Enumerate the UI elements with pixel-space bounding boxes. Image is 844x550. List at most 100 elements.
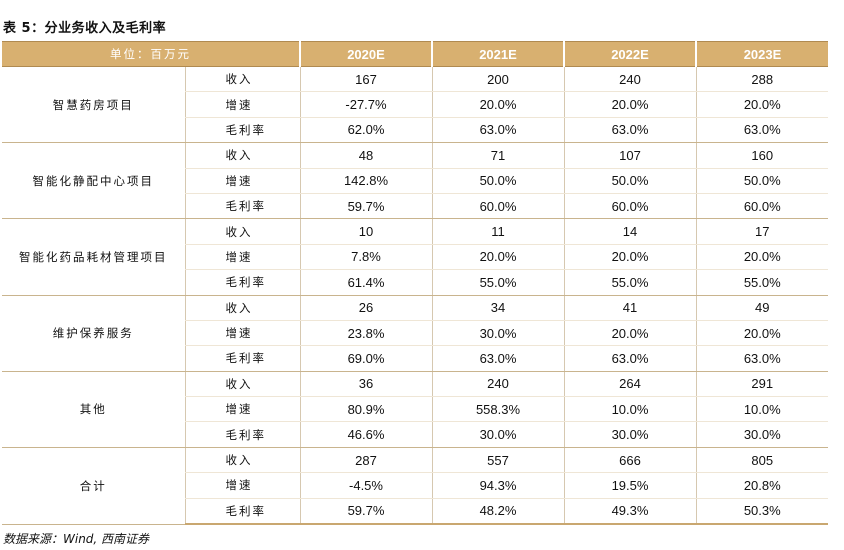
year-header: 2022E <box>563 41 696 67</box>
value-cell: 30.0% <box>563 421 696 448</box>
table-row: 智慧药房项目 收入 167 200 240 288 <box>2 66 828 144</box>
value-cell: 60.0% <box>695 193 828 220</box>
table-row: 毛利率 62.0% 63.0% 63.0% 63.0% <box>2 117 828 144</box>
metric-label: 收入 <box>184 142 300 169</box>
value-cell: 59.7% <box>299 498 432 526</box>
metric-label: 收入 <box>184 218 300 245</box>
table-row: 合计 收入 287 557 666 805 <box>2 447 828 525</box>
value-cell: 240 <box>431 371 564 398</box>
value-cell: 63.0% <box>563 345 696 372</box>
value-cell: 10 <box>299 218 432 245</box>
value-cell: 107 <box>563 142 696 169</box>
value-cell: 20.0% <box>431 91 564 118</box>
value-cell: 20.0% <box>563 244 696 271</box>
metric-label: 毛利率 <box>184 269 300 296</box>
table-row: 增速 23.8% 30.0% 20.0% 20.0% <box>2 320 828 347</box>
header-row: 单位：百万元 2020E 2021E 2022E 2023E <box>2 41 828 67</box>
value-cell: 48.2% <box>431 498 564 526</box>
value-cell: 48 <box>299 142 432 169</box>
value-cell: 61.4% <box>299 269 432 296</box>
value-cell: 20.0% <box>695 244 828 271</box>
metric-label: 增速 <box>184 168 300 194</box>
value-cell: 50.0% <box>695 168 828 194</box>
value-cell: 69.0% <box>299 345 432 372</box>
metric-label: 增速 <box>184 244 300 271</box>
value-cell: 60.0% <box>431 193 564 220</box>
value-cell: 10.0% <box>563 396 696 423</box>
value-cell: -4.5% <box>299 472 432 499</box>
value-cell: 55.0% <box>563 269 696 296</box>
value-cell: 62.0% <box>299 117 432 144</box>
unit-label: 单位：百万元 <box>2 41 300 67</box>
value-cell: 26 <box>299 295 432 321</box>
group-name: 智能化药品耗材管理项目 <box>2 218 185 296</box>
value-cell: 200 <box>431 66 564 93</box>
metric-label: 毛利率 <box>184 117 300 144</box>
value-cell: 46.6% <box>299 421 432 448</box>
value-cell: 49 <box>695 295 828 321</box>
value-cell: 41 <box>563 295 696 321</box>
value-cell: 30.0% <box>695 421 828 448</box>
value-cell: 14 <box>563 218 696 245</box>
value-cell: 160 <box>695 142 828 169</box>
value-cell: 264 <box>563 371 696 398</box>
value-cell: 20.0% <box>431 244 564 271</box>
metric-label: 毛利率 <box>184 193 300 220</box>
value-cell: 288 <box>695 66 828 93</box>
value-cell: 17 <box>695 218 828 245</box>
table-row: 毛利率 59.7% 60.0% 60.0% 60.0% <box>2 193 828 220</box>
table-row: 增速 -4.5% 94.3% 19.5% 20.8% <box>2 472 828 499</box>
value-cell: 50.0% <box>563 168 696 194</box>
value-cell: 34 <box>431 295 564 321</box>
table-row: 智能化静配中心项目 收入 48 71 107 160 <box>2 142 828 220</box>
metric-label: 收入 <box>184 66 300 93</box>
metric-label: 毛利率 <box>184 498 300 526</box>
table-row: 其他 收入 36 240 264 291 <box>2 371 828 448</box>
value-cell: 63.0% <box>695 345 828 372</box>
revenue-margin-table: 单位：百万元 2020E 2021E 2022E 2023E 智慧药房项目 收入 1… <box>2 41 828 526</box>
value-cell: 55.0% <box>431 269 564 296</box>
value-cell: 50.0% <box>431 168 564 194</box>
table-row: 增速 7.8% 20.0% 20.0% 20.0% <box>2 244 828 271</box>
value-cell: 19.5% <box>563 472 696 499</box>
value-cell: 666 <box>563 447 696 474</box>
table-title: 表 5：分业务收入及毛利率 <box>3 21 167 36</box>
table-row: 毛利率 59.7% 48.2% 49.3% 50.3% <box>2 498 828 526</box>
year-header: 2020E <box>299 41 432 67</box>
value-cell: 94.3% <box>431 472 564 499</box>
table-row: 增速 80.9% 558.3% 10.0% 10.0% <box>2 396 828 423</box>
value-cell: 558.3% <box>431 396 564 423</box>
value-cell: 63.0% <box>695 117 828 144</box>
value-cell: 20.0% <box>695 320 828 347</box>
value-cell: 240 <box>563 66 696 93</box>
group-name: 合计 <box>2 447 185 525</box>
value-cell: 30.0% <box>431 421 564 448</box>
value-cell: 59.7% <box>299 193 432 220</box>
value-cell: 7.8% <box>299 244 432 271</box>
value-cell: 60.0% <box>563 193 696 220</box>
table-row: 智能化药品耗材管理项目 收入 10 11 14 17 <box>2 218 828 296</box>
group-name: 智能化静配中心项目 <box>2 142 185 220</box>
value-cell: 36 <box>299 371 432 398</box>
value-cell: 30.0% <box>431 320 564 347</box>
value-cell: 63.0% <box>431 345 564 372</box>
metric-label: 收入 <box>184 447 300 474</box>
value-cell: 20.0% <box>563 320 696 347</box>
value-cell: 23.8% <box>299 320 432 347</box>
metric-label: 毛利率 <box>184 345 300 372</box>
value-cell: 805 <box>695 447 828 474</box>
source-note: 数据来源：Wind, 西南证券 <box>3 532 150 546</box>
value-cell: 50.3% <box>695 498 828 526</box>
value-cell: 11 <box>431 218 564 245</box>
value-cell: 63.0% <box>563 117 696 144</box>
metric-label: 毛利率 <box>184 421 300 448</box>
value-cell: 10.0% <box>695 396 828 423</box>
value-cell: 49.3% <box>563 498 696 526</box>
metric-label: 增速 <box>184 320 300 347</box>
group-name: 其他 <box>2 371 185 448</box>
group-name: 智慧药房项目 <box>2 66 185 144</box>
year-header: 2021E <box>431 41 564 67</box>
value-cell: 20.0% <box>695 91 828 118</box>
value-cell: 557 <box>431 447 564 474</box>
year-header: 2023E <box>695 41 828 67</box>
